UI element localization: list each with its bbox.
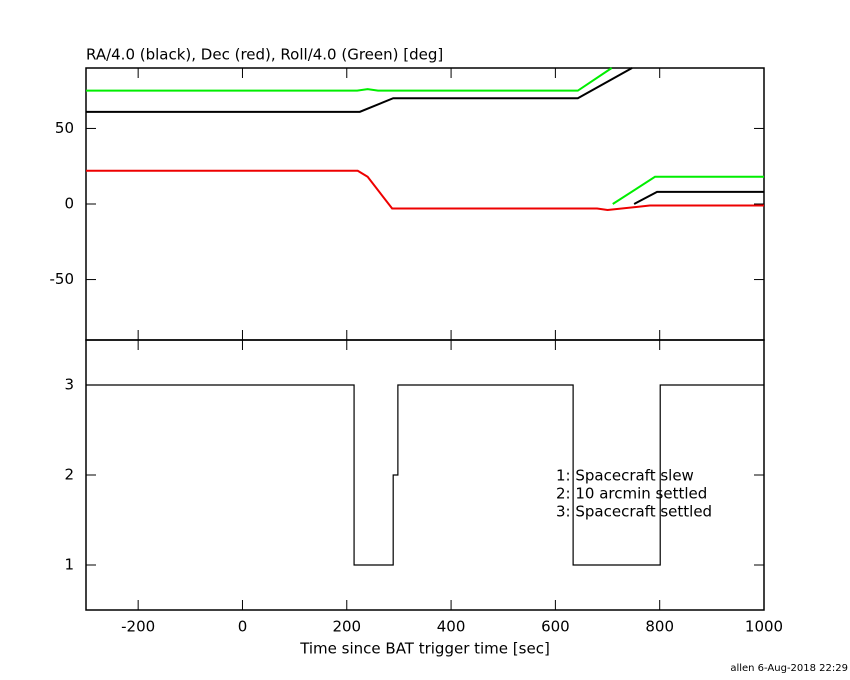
x-tick-label: 0 xyxy=(238,618,248,636)
y-tick-label: 0 xyxy=(64,195,74,213)
annotation: 2: 10 arcmin settled xyxy=(556,485,707,503)
chart-title: RA/4.0 (black), Dec (red), Roll/4.0 (Gre… xyxy=(86,46,443,64)
x-tick-label: 1000 xyxy=(745,618,783,636)
y-tick-label: -50 xyxy=(50,270,75,288)
y-tick-label: 3 xyxy=(64,376,74,394)
x-tick-label: 200 xyxy=(332,618,361,636)
data-line xyxy=(86,169,764,212)
x-tick-label: 400 xyxy=(437,618,466,636)
annotation: 1: Spacecraft slew xyxy=(556,467,694,485)
data-line xyxy=(86,67,764,205)
x-tick-label: 600 xyxy=(541,618,570,636)
footer: allen 6-Aug-2018 22:29 xyxy=(730,663,848,674)
x-tick-label: -200 xyxy=(121,618,155,636)
step-line xyxy=(86,384,764,566)
y-tick-label: 50 xyxy=(55,119,74,137)
x-axis-label: Time since BAT trigger time [sec] xyxy=(299,640,550,658)
annotation: 3: Spacecraft settled xyxy=(556,503,712,521)
x-tick-label: 800 xyxy=(645,618,674,636)
y-tick-label: 1 xyxy=(64,556,74,574)
data-line xyxy=(86,67,764,205)
plot-frame xyxy=(85,67,765,341)
y-tick-label: 2 xyxy=(64,466,74,484)
